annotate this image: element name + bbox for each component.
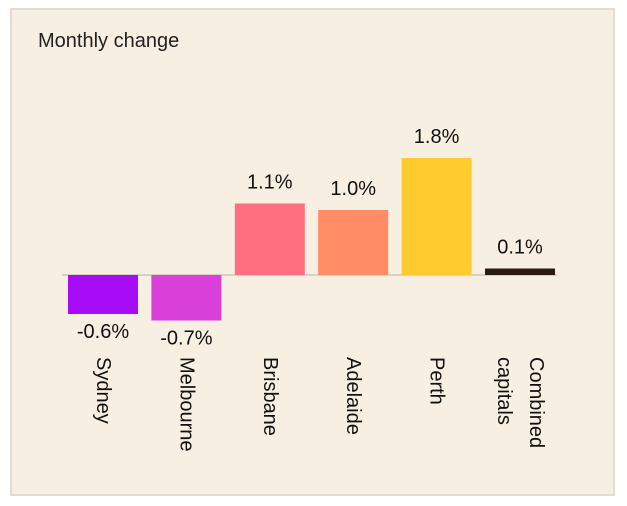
chart-card: Monthly change -0.6% Sydney -0.7% Melbourne…	[10, 8, 615, 496]
data-label: -0.6%	[77, 321, 129, 343]
category-label: capitals	[493, 357, 515, 425]
bar	[485, 268, 555, 275]
chart-title: Monthly change	[38, 30, 180, 52]
bar	[318, 210, 389, 275]
data-label: 1.0%	[330, 178, 376, 200]
data-label: 1.8%	[414, 126, 460, 148]
category-label: Melbourne	[175, 357, 197, 452]
category-label: Brisbane	[259, 357, 281, 436]
bar	[234, 203, 305, 275]
category-label: Sydney	[92, 357, 114, 424]
data-label: -0.7%	[160, 328, 212, 350]
data-label: 1.1%	[247, 172, 293, 194]
category-label: Adelaide	[342, 357, 364, 435]
category-label: Perth	[426, 357, 448, 405]
bar	[401, 158, 472, 275]
bar	[151, 275, 222, 321]
data-label: 0.1%	[497, 237, 543, 259]
bar	[68, 275, 138, 314]
bar-chart: -0.6% Sydney -0.7% Melbourne 1.1% Brisbane 1.0…	[62, 126, 557, 452]
category-label: Combined	[525, 357, 547, 448]
